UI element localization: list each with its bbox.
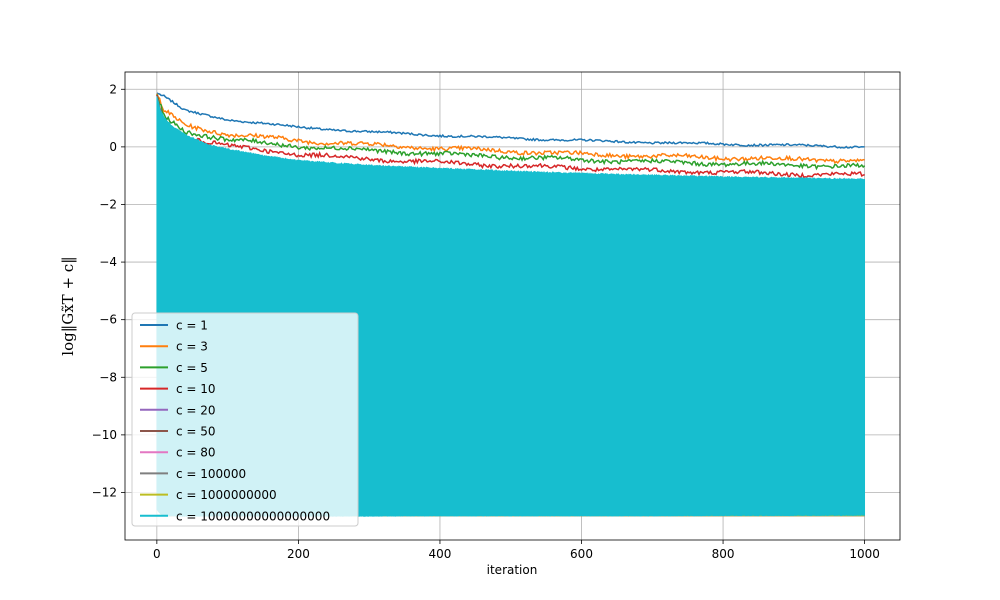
y-axis-label: log‖Gx̃T + c‖ (59, 256, 77, 355)
legend-item: c = 10 (140, 382, 216, 396)
legend-box (131, 312, 359, 527)
series-line (156, 94, 865, 179)
legend-item: c = 10000000000000000 (140, 509, 330, 523)
x-tick-label: 0 (153, 547, 161, 561)
x-tick-label: 600 (570, 547, 593, 561)
x-tick-label: 400 (429, 547, 452, 561)
legend-item: c = 100000 (140, 467, 246, 481)
legend-item: c = 80 (140, 446, 216, 460)
series-1 (156, 92, 865, 149)
series-line (156, 94, 866, 171)
y-tick-label: −10 (92, 428, 117, 442)
plot-frame (124, 71, 901, 541)
legend-item: c = 5 (140, 361, 208, 375)
legend-label: c = 80 (176, 446, 216, 460)
legend-item: c = 1 (140, 319, 208, 333)
x-axis-label: iteration (487, 563, 538, 577)
series-3 (156, 94, 866, 171)
series-4 (156, 94, 865, 179)
y-tick-label: 2 (109, 82, 117, 96)
series-line (156, 93, 865, 165)
y-tick-label: −4 (99, 255, 117, 269)
y-axis: 2 0 −2 −4 −6 −8 −10 −12 (92, 82, 125, 499)
x-axis: 0 200 400 600 800 1000 (153, 540, 880, 561)
legend-item: c = 20 (140, 403, 216, 417)
legend-label: c = 20 (176, 403, 216, 417)
series-2 (156, 93, 865, 165)
x-tick-label: 1000 (849, 547, 880, 561)
y-tick-label: −8 (99, 370, 117, 384)
x-tick-label: 200 (287, 547, 310, 561)
y-tick-label: 0 (109, 140, 117, 154)
y-tick-label: −6 (99, 313, 117, 327)
x-tick-label: 800 (712, 547, 735, 561)
legend-label: c = 1000000000 (176, 488, 277, 502)
legend-label: c = 1 (176, 319, 208, 333)
legend-item: c = 50 (140, 425, 216, 439)
legend-label: c = 100000 (176, 467, 246, 481)
y-tick-label: −12 (92, 485, 117, 499)
legend-label: c = 3 (176, 340, 208, 354)
legend-label: c = 10 (176, 382, 216, 396)
legend-item: c = 3 (140, 340, 208, 354)
y-tick-label: −2 (99, 197, 117, 211)
legend-label: c = 5 (176, 361, 208, 375)
legend-label: c = 50 (176, 425, 216, 439)
series-line (156, 92, 865, 149)
legend-item: c = 1000000000 (140, 488, 277, 502)
legend: c = 1 c = 3 c = 5 c = 10 c = 20 c = 50 c = 80 c… (131, 312, 359, 527)
legend-label: c = 10000000000000000 (176, 509, 330, 523)
